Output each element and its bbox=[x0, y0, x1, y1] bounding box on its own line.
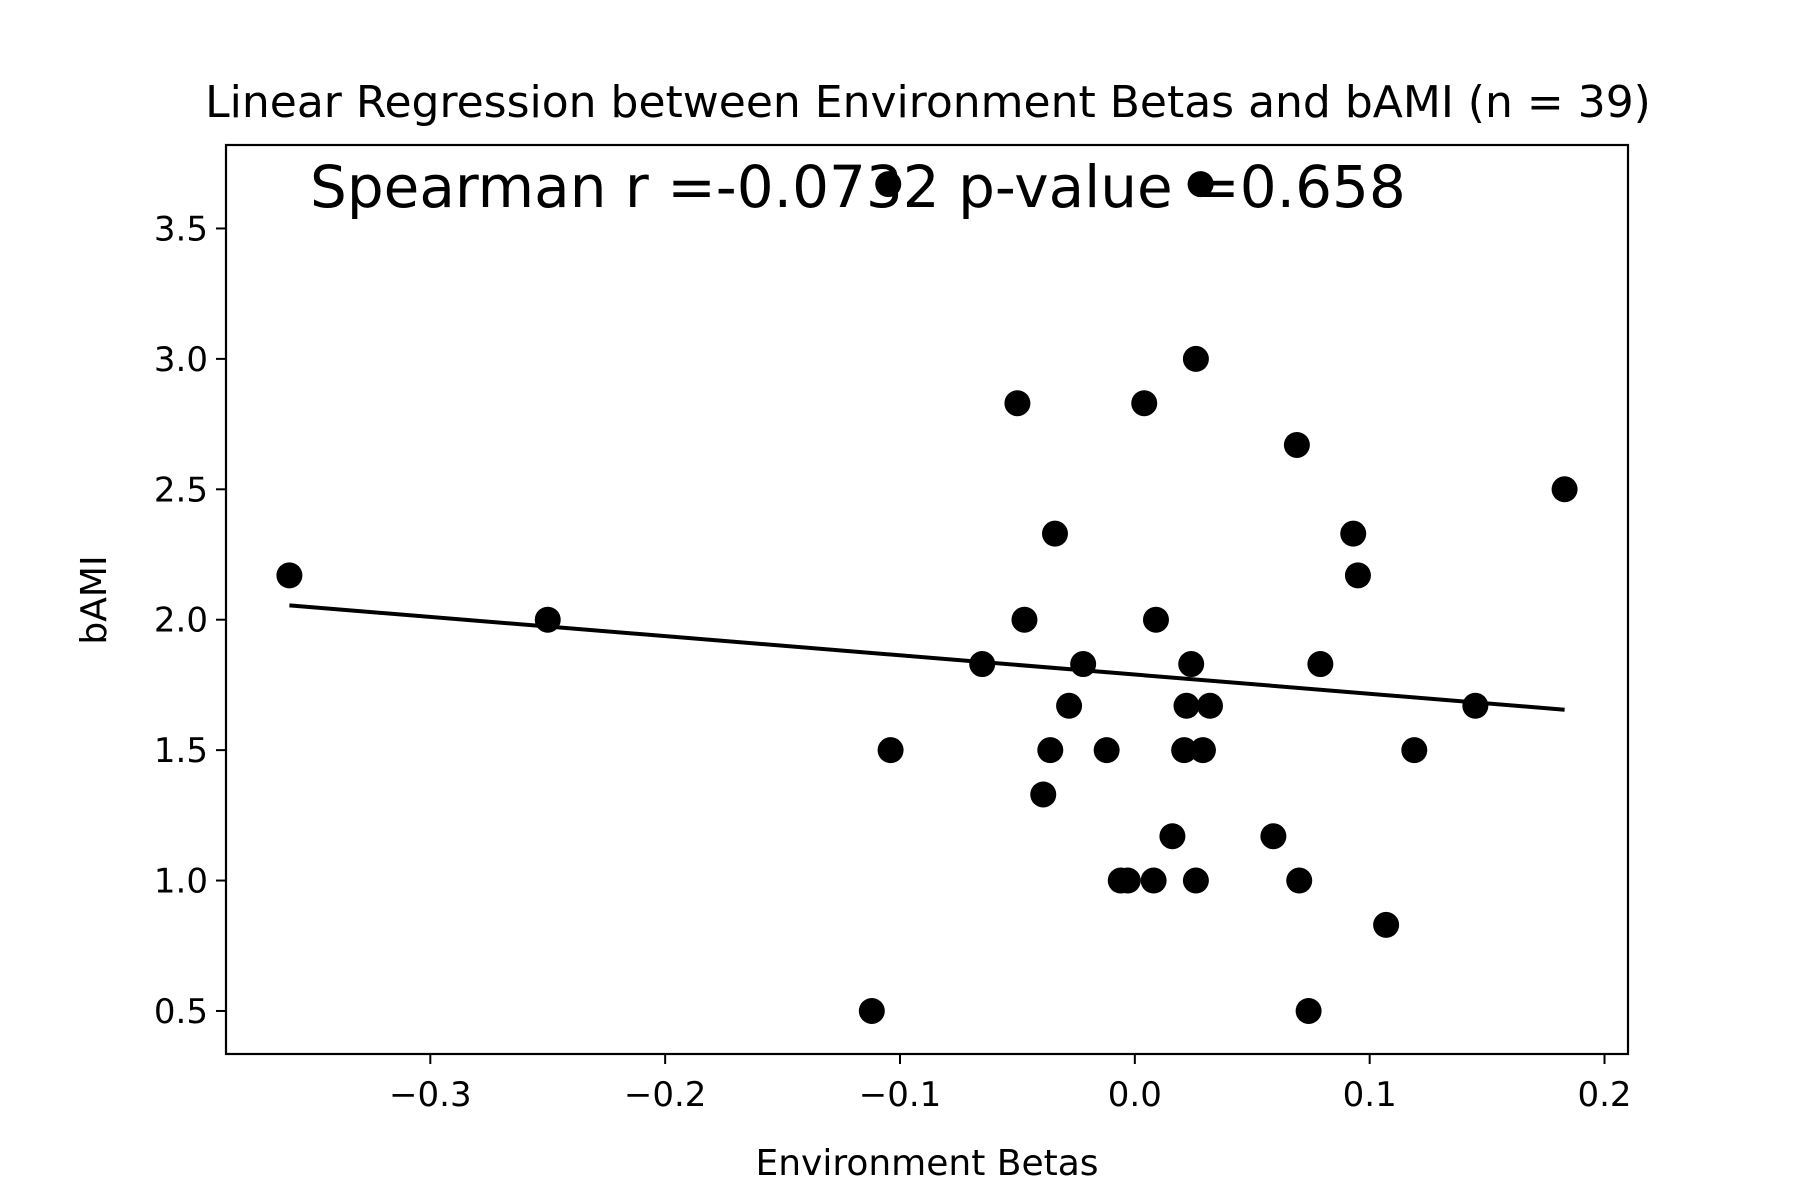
x-tick-label: 0.0 bbox=[1108, 1075, 1162, 1115]
y-tick-label: 2.0 bbox=[154, 601, 208, 641]
chart-title: Linear Regression between Environment Be… bbox=[205, 77, 1651, 128]
data-point-34 bbox=[1340, 520, 1367, 547]
data-point-36 bbox=[1373, 911, 1400, 938]
y-tick-label: 0.5 bbox=[154, 992, 208, 1032]
data-point-6 bbox=[969, 651, 996, 678]
data-point-30 bbox=[1283, 431, 1310, 458]
data-point-18 bbox=[1140, 867, 1167, 894]
data-point-33 bbox=[1307, 651, 1334, 678]
data-point-38 bbox=[1462, 692, 1489, 719]
data-point-7 bbox=[1004, 390, 1031, 417]
x-tick-label: 0.2 bbox=[1577, 1075, 1631, 1115]
data-point-1 bbox=[276, 562, 303, 589]
data-point-16 bbox=[1114, 867, 1141, 894]
data-point-14 bbox=[1093, 737, 1120, 764]
x-tick-label: 0.1 bbox=[1343, 1075, 1397, 1115]
data-point-31 bbox=[1286, 867, 1313, 894]
data-point-22 bbox=[1173, 692, 1200, 719]
data-point-5 bbox=[877, 737, 904, 764]
data-point-17 bbox=[1131, 390, 1158, 417]
data-point-35 bbox=[1344, 562, 1371, 589]
y-axis: 0.5 1.0 1.5 2.0 2.5 3.0 3.5 bbox=[154, 209, 226, 1032]
data-point-3 bbox=[858, 997, 885, 1024]
data-point-28 bbox=[1196, 692, 1223, 719]
x-tick-label: −0.1 bbox=[859, 1075, 942, 1115]
y-tick-label: 1.0 bbox=[154, 862, 208, 902]
data-point-37 bbox=[1401, 737, 1428, 764]
y-tick-label: 3.5 bbox=[154, 209, 208, 249]
data-point-23 bbox=[1178, 651, 1205, 678]
x-axis: −0.3 −0.2 −0.1 0.0 0.1 0.2 bbox=[389, 1054, 1632, 1115]
y-tick-label: 2.5 bbox=[154, 470, 208, 510]
data-point-26 bbox=[1187, 171, 1214, 198]
plot-marks bbox=[276, 171, 1578, 1024]
data-point-32 bbox=[1295, 997, 1322, 1024]
regression-line bbox=[289, 603, 1565, 712]
spearman-annotation: Spearman r =-0.0732 p-value =0.658 bbox=[310, 153, 1406, 221]
x-axis-label: Environment Betas bbox=[755, 1143, 1098, 1184]
y-tick-label: 1.5 bbox=[154, 731, 208, 771]
data-point-27 bbox=[1189, 737, 1216, 764]
data-point-39 bbox=[1551, 476, 1578, 503]
data-point-19 bbox=[1142, 606, 1169, 633]
data-point-4 bbox=[875, 171, 902, 198]
data-point-11 bbox=[1041, 520, 1068, 547]
data-point-10 bbox=[1037, 737, 1064, 764]
data-point-21 bbox=[1171, 737, 1198, 764]
data-point-29 bbox=[1260, 823, 1287, 850]
y-tick-label: 3.0 bbox=[154, 340, 208, 380]
data-point-13 bbox=[1070, 651, 1097, 678]
y-axis-label: bAMI bbox=[74, 555, 115, 644]
x-tick-label: −0.3 bbox=[389, 1075, 472, 1115]
x-tick-label: −0.2 bbox=[624, 1075, 707, 1115]
data-point-25 bbox=[1182, 867, 1209, 894]
data-point-20 bbox=[1159, 823, 1186, 850]
plot-frame bbox=[224, 143, 1630, 1056]
data-point-8 bbox=[1011, 606, 1038, 633]
data-point-2 bbox=[534, 606, 561, 633]
data-point-12 bbox=[1056, 692, 1083, 719]
data-point-24 bbox=[1182, 345, 1209, 372]
data-point-9 bbox=[1030, 781, 1057, 808]
